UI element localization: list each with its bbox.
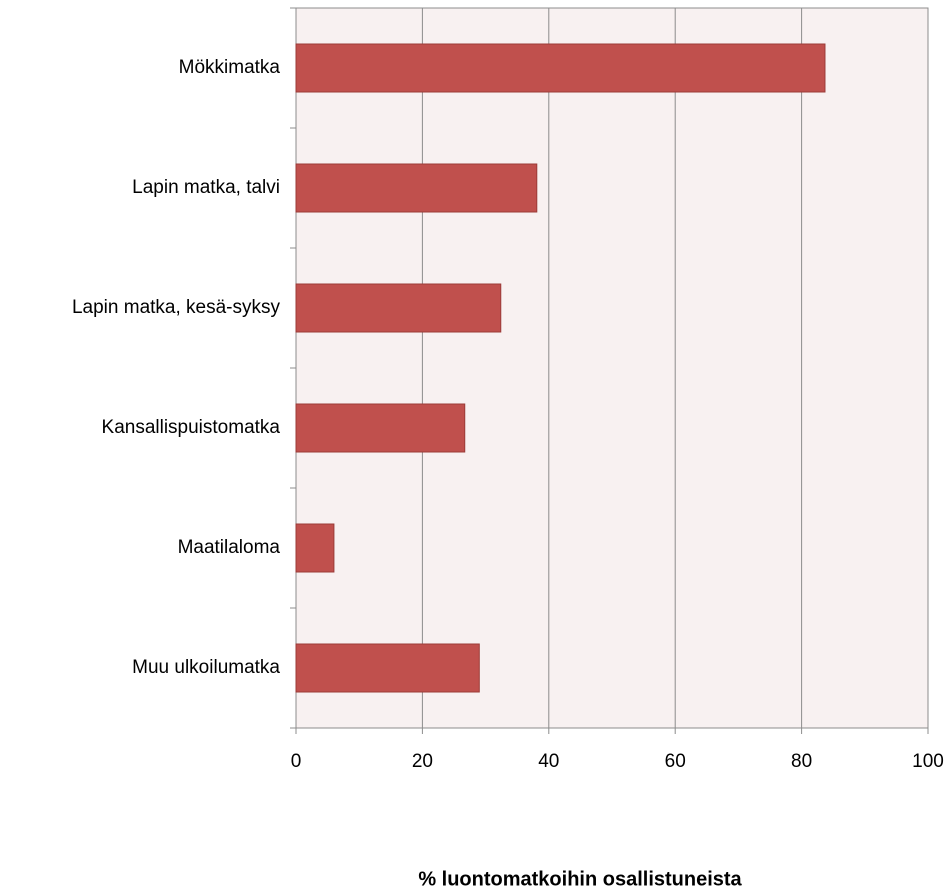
plot-area: [295, 7, 929, 729]
y-tick-label: Lapin matka, talvi: [132, 177, 280, 198]
x-tick-label: 60: [665, 751, 686, 772]
y-tick-label: Muu ulkoilumatka: [132, 657, 280, 678]
y-tick-label: Lapin matka, kesä-syksy: [72, 297, 281, 318]
y-tick-label: Kansallispuistomatka: [102, 417, 281, 438]
bar: [295, 523, 335, 573]
x-tick-label: 20: [412, 751, 433, 772]
y-tick-label: Mökkimatka: [179, 57, 281, 78]
x-axis-label: % luontomatkoihin osallistuneista: [418, 868, 742, 890]
x-tick-label: 0: [291, 751, 302, 772]
x-tick-label: 80: [791, 751, 812, 772]
x-tick-label: 100: [912, 751, 944, 772]
bar: [295, 163, 538, 213]
bar: [295, 43, 826, 93]
bar: [295, 283, 502, 333]
x-tick-label: 40: [538, 751, 559, 772]
bar: [295, 643, 480, 693]
bar: [295, 403, 466, 453]
y-tick-label: Maatilaloma: [178, 537, 281, 558]
